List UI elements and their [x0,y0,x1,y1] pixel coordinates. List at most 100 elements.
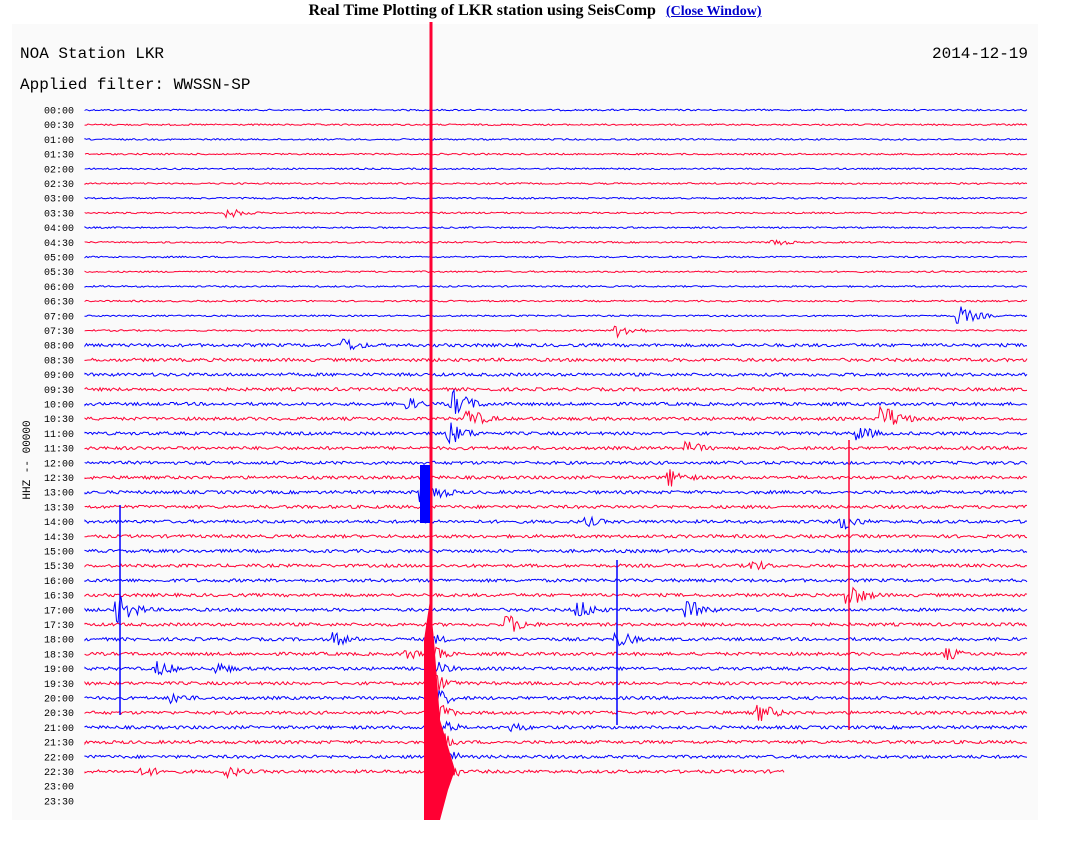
time-label: 16:00 [44,577,74,588]
time-label: 16:30 [44,592,74,603]
plot-background [12,24,1038,820]
trace [84,357,1028,363]
header: Real Time Plotting of LKR station using … [0,0,1070,23]
time-label: 01:00 [44,136,74,147]
time-label: 04:30 [44,239,74,250]
time-label: 22:00 [44,753,74,764]
trace [84,719,1028,764]
time-label: 15:00 [44,548,74,559]
time-label: 03:30 [44,209,74,220]
close-window-link[interactable]: (Close Window) [665,4,762,19]
time-label: 02:00 [44,165,74,176]
trace [84,299,1028,303]
trace [84,239,1028,246]
trace [84,631,1028,647]
time-label: 07:30 [44,327,74,338]
trace [84,480,1028,505]
trace [84,306,1028,324]
trace [84,284,1028,288]
time-label: 09:00 [44,371,74,382]
event-coda [424,600,455,820]
time-label: 01:30 [44,151,74,162]
trace [84,182,1028,186]
time-label: 07:00 [44,312,74,323]
trace [84,338,1028,351]
trace [84,615,1028,632]
trace [84,108,1028,112]
trace [84,196,1028,200]
trace [84,700,1028,728]
trace [84,460,1028,466]
trace [84,325,1028,339]
time-label: 19:00 [44,665,74,676]
event-burst [420,465,430,523]
filter: Applied filter: WWSSN-SP [20,76,250,94]
trace [84,469,1028,487]
time-label: 18:30 [44,650,74,661]
time-label: 06:00 [44,283,74,294]
time-label: 13:30 [44,503,74,514]
trace [84,440,1028,452]
time-label: 22:30 [44,768,74,779]
time-label: 19:30 [44,680,74,691]
time-label: 23:30 [44,797,74,808]
time-label: 14:00 [44,518,74,529]
time-label: 20:00 [44,695,74,706]
trace [84,504,1027,510]
time-label: 23:00 [44,783,74,794]
trace [84,405,1028,425]
time-label: 05:00 [44,254,74,265]
time-label: 03:00 [44,195,74,206]
trace [84,645,1028,660]
time-label: 09:30 [44,386,74,397]
time-label: 04:00 [44,224,74,235]
trace [84,596,1028,625]
time-label: 02:30 [44,180,74,191]
trace [84,270,1028,274]
time-label: 10:30 [44,415,74,426]
time-label: 17:30 [44,621,74,632]
time-label: 15:30 [44,562,74,573]
trace [84,739,1028,776]
trace [84,672,1028,692]
time-label: 20:30 [44,709,74,720]
trace [84,137,1028,141]
trace [84,690,1028,709]
trace [84,386,1028,393]
time-label: 11:30 [44,445,74,456]
trace [84,586,1028,604]
time-label: 08:00 [44,342,74,353]
trace [84,388,1028,414]
trace [84,255,1028,259]
trace [84,533,1028,539]
time-label: 17:00 [44,606,74,617]
time-label: 21:00 [44,724,74,735]
page-title: Real Time Plotting of LKR station using … [308,2,656,19]
trace [84,225,1028,230]
time-label: 18:00 [44,636,74,647]
trace [84,422,1028,445]
time-label: 13:00 [44,489,74,500]
time-label: 12:00 [44,459,74,470]
time-label: 00:00 [44,107,74,118]
trace [84,152,1028,156]
time-label: 06:30 [44,298,74,309]
trace [84,167,1028,171]
trace [84,372,1028,378]
trace [84,577,1028,584]
trace [84,123,1028,127]
trace [84,515,1028,530]
time-label: 14:30 [44,533,74,544]
time-label: 21:30 [44,739,74,750]
time-label: 12:30 [44,474,74,485]
time-label: 00:30 [44,121,74,132]
time-label: 05:30 [44,268,74,279]
trace [84,656,1028,676]
channel-label: HHZ -- 00000 [22,420,34,499]
time-label: 10:00 [44,401,74,412]
trace [84,559,1028,571]
time-label: 08:30 [44,356,74,367]
station-name: NOA Station LKR [20,45,164,63]
